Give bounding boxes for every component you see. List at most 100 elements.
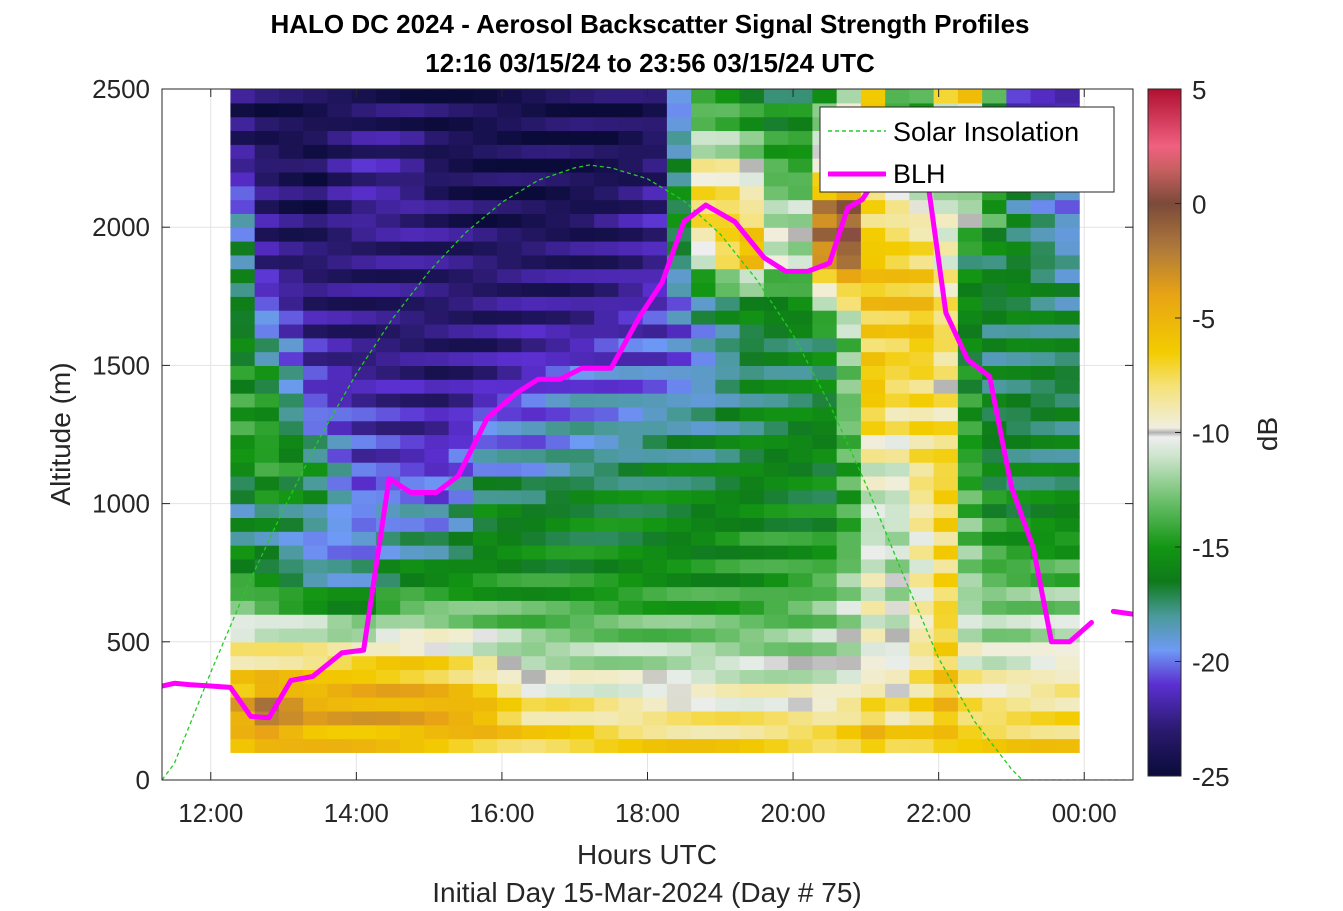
- heatmap-cell: [521, 351, 547, 366]
- heatmap-cell: [618, 171, 644, 187]
- heatmap-cell: [739, 655, 765, 671]
- legend-label-blh: BLH: [893, 159, 946, 189]
- heatmap-cell: [739, 434, 765, 449]
- heatmap-cell: [472, 669, 498, 684]
- heatmap-cell: [909, 323, 935, 339]
- heatmap-cell: [739, 365, 765, 380]
- heatmap-cell: [739, 144, 765, 159]
- heatmap-cell: [933, 710, 959, 726]
- heatmap-cell: [885, 420, 910, 436]
- heatmap-cell: [327, 517, 353, 532]
- heatmap-cell: [521, 517, 547, 532]
- heatmap-cell: [885, 600, 910, 615]
- heatmap-cell: [885, 406, 910, 422]
- heatmap-cell: [1006, 641, 1032, 657]
- heatmap-cell: [424, 116, 450, 132]
- heatmap-cell: [885, 310, 910, 325]
- heatmap-cell: [594, 379, 620, 394]
- heatmap-cell: [521, 254, 547, 270]
- heatmap-cell: [569, 213, 595, 228]
- heatmap-cell: [836, 641, 862, 657]
- heatmap-cell: [230, 517, 256, 532]
- heatmap-cell: [739, 102, 765, 118]
- heatmap-cell: [618, 158, 644, 173]
- heatmap-cell: [448, 600, 474, 615]
- heatmap-cell: [982, 213, 1007, 228]
- heatmap-cell: [472, 254, 498, 270]
- heatmap-cell: [666, 199, 692, 214]
- heatmap-cell: [642, 241, 668, 256]
- heatmap-cell: [351, 710, 377, 726]
- heatmap-cell: [303, 558, 329, 574]
- heatmap-cell: [424, 158, 450, 173]
- heatmap-cell: [618, 241, 644, 256]
- heatmap-cell: [1006, 614, 1032, 629]
- heatmap-cell: [1006, 379, 1032, 394]
- heatmap-cell: [691, 296, 717, 311]
- heatmap-cell: [448, 586, 474, 601]
- heatmap-cell: [400, 572, 426, 588]
- heatmap-cell: [1054, 586, 1080, 601]
- heatmap-cell: [424, 503, 450, 519]
- heatmap-cell: [327, 489, 353, 505]
- heatmap-cell: [933, 434, 959, 449]
- heatmap-cell: [448, 310, 474, 325]
- heatmap-cell: [957, 420, 983, 436]
- heatmap-cell: [982, 586, 1007, 601]
- heatmap-cell: [278, 558, 304, 574]
- heatmap-cell: [1006, 296, 1032, 311]
- heatmap-cell: [278, 227, 304, 242]
- heatmap-cell: [569, 227, 595, 242]
- heatmap-cell: [521, 130, 547, 145]
- heatmap-cell: [957, 710, 983, 726]
- heatmap-cell: [982, 724, 1007, 740]
- heatmap-cell: [545, 296, 571, 311]
- heatmap-cell: [448, 545, 474, 560]
- heatmap-cell: [545, 614, 571, 629]
- heatmap-cell: [909, 627, 935, 643]
- heatmap-cell: [812, 558, 838, 574]
- heatmap-cell: [254, 627, 280, 643]
- heatmap-cell: [739, 185, 765, 201]
- heatmap-cell: [763, 158, 789, 173]
- heatmap-cell: [885, 627, 910, 643]
- heatmap-cell: [691, 282, 717, 297]
- heatmap-cell: [424, 627, 450, 643]
- heatmap-cell: [885, 655, 910, 671]
- heatmap-cell: [691, 531, 717, 546]
- y-tick-label: 2000: [92, 212, 150, 242]
- heatmap-cell: [230, 669, 256, 684]
- heatmap-cell: [618, 199, 644, 214]
- heatmap-cell: [351, 102, 377, 118]
- heatmap-cell: [618, 545, 644, 560]
- heatmap-cell: [1006, 406, 1032, 422]
- heatmap-cell: [594, 517, 620, 532]
- heatmap-cell: [472, 144, 498, 159]
- heatmap-cell: [230, 310, 256, 325]
- heatmap-cell: [1006, 724, 1032, 740]
- heatmap-cell: [424, 393, 450, 408]
- heatmap-cell: [327, 448, 353, 463]
- heatmap-cell: [278, 144, 304, 159]
- heatmap-cell: [569, 434, 595, 449]
- heatmap-cell: [836, 724, 862, 740]
- heatmap-cell: [230, 337, 256, 353]
- heatmap-cell: [933, 572, 959, 588]
- heatmap-cell: [715, 420, 741, 436]
- heatmap-cell: [448, 351, 474, 366]
- heatmap-cell: [957, 213, 983, 228]
- heatmap-cell: [1054, 241, 1080, 256]
- heatmap-cell: [860, 434, 886, 449]
- heatmap-cell: [666, 558, 692, 574]
- heatmap-cell: [400, 89, 426, 104]
- heatmap-cell: [1030, 572, 1056, 588]
- heatmap-cell: [569, 310, 595, 325]
- heatmap-cell: [933, 337, 959, 353]
- heatmap-cell: [424, 227, 450, 242]
- heatmap-cell: [763, 406, 789, 422]
- heatmap-cell: [545, 144, 571, 159]
- heatmap-cell: [594, 89, 620, 104]
- heatmap-cell: [885, 531, 910, 546]
- heatmap-cell: [1054, 641, 1080, 657]
- heatmap-cell: [254, 282, 280, 297]
